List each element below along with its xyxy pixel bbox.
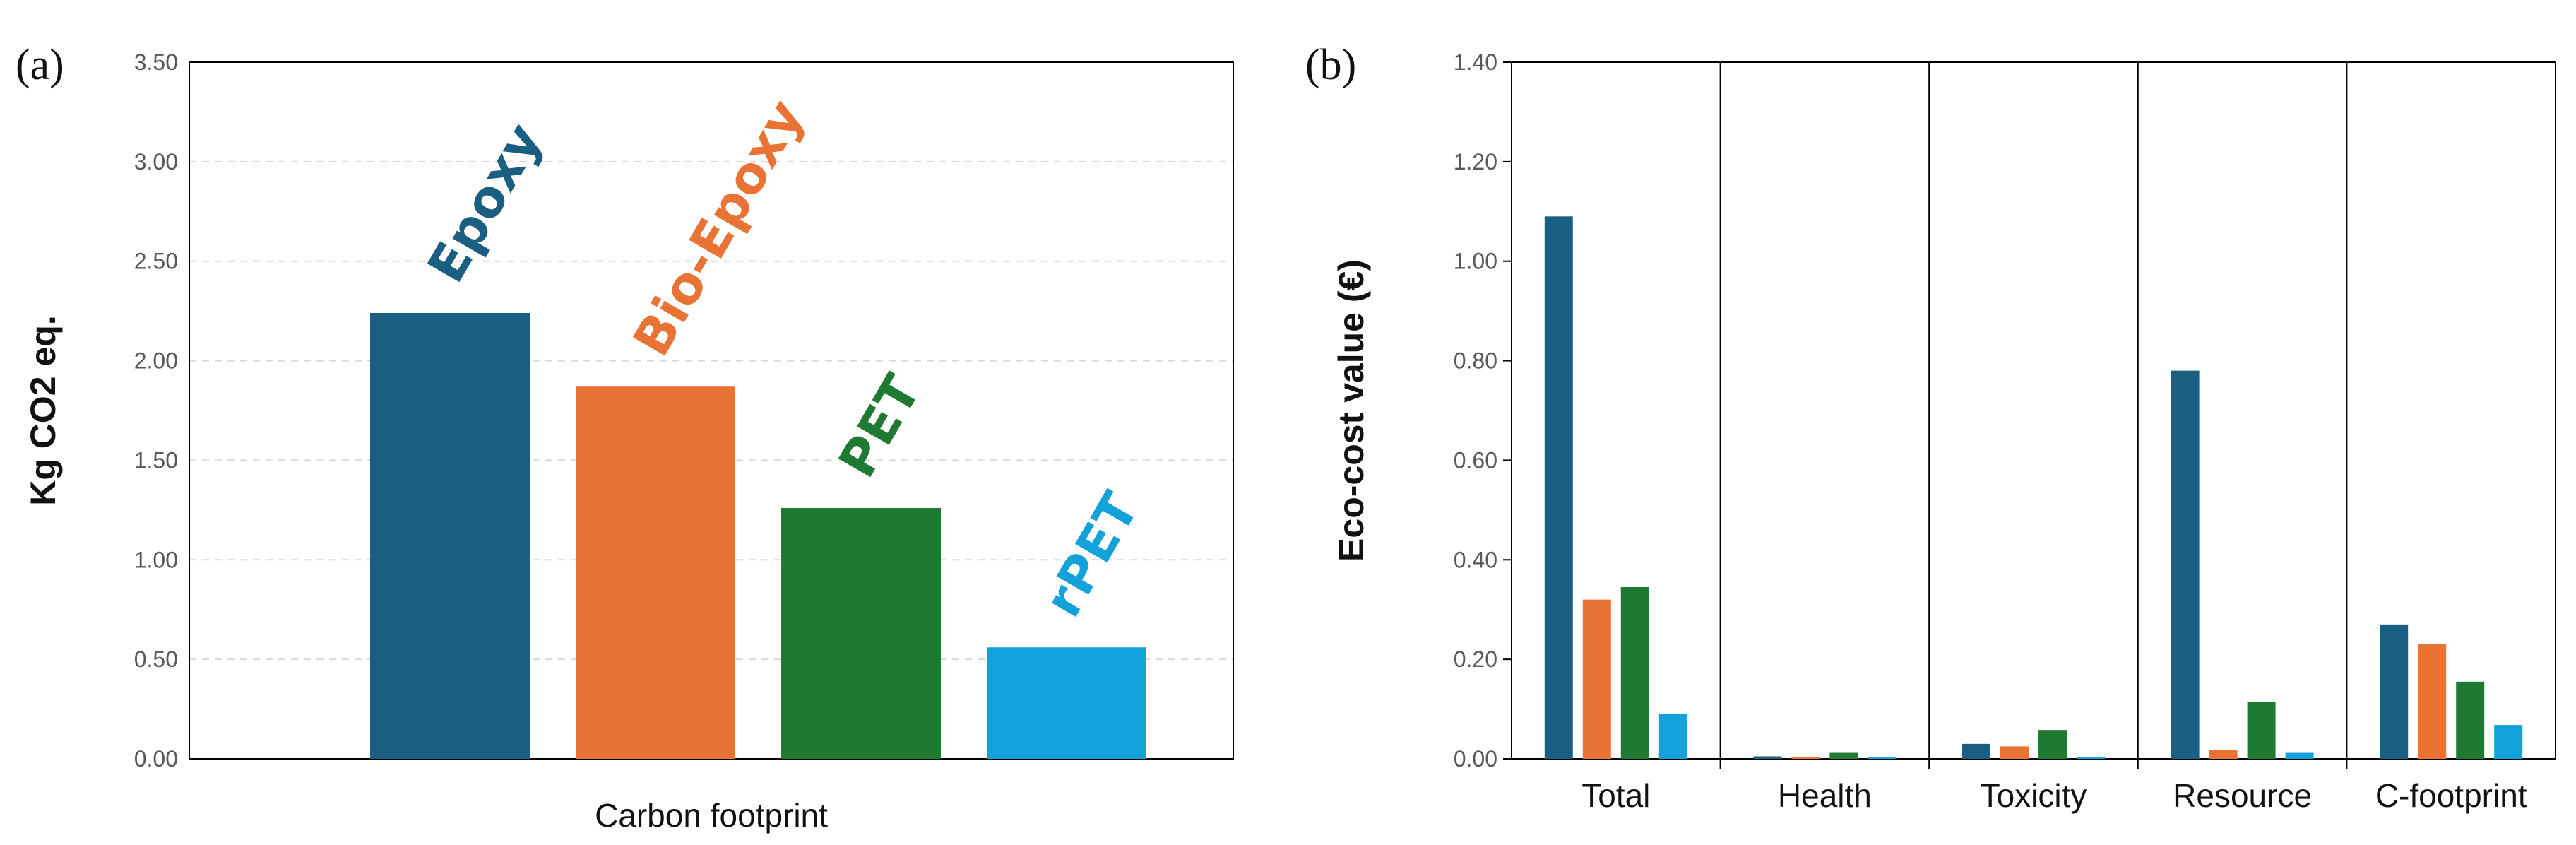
- y-axis-label-a: Kg CO2 eq.: [23, 315, 63, 505]
- y-ticks-a: 0.00 0.50 1.00 1.50 2.00 2.50 3.00 3.50: [134, 49, 178, 772]
- x-category-label: Toxicity: [1981, 777, 2087, 814]
- bar-bio-epoxy: [576, 386, 735, 759]
- y-tick-label: 0.60: [1454, 447, 1497, 473]
- x-category-label: Resource: [2173, 777, 2312, 814]
- x-category-label: Health: [1778, 777, 1872, 814]
- bar-resource-bio-epoxy: [2209, 750, 2238, 759]
- bar-c-footprint-rpet: [2494, 725, 2523, 759]
- panel-label-b: (b): [1305, 41, 1356, 89]
- bar-epoxy: [370, 312, 530, 760]
- bar-pet: [781, 508, 941, 759]
- bar-health-rpet: [1868, 757, 1897, 759]
- plot-frame-b: [1511, 61, 2556, 760]
- y-tick-label: 3.50: [134, 49, 178, 75]
- bar-c-footprint-pet: [2456, 681, 2485, 759]
- bar-toxicity-pet: [2038, 730, 2067, 759]
- bar-toxicity-bio-epoxy: [2000, 746, 2029, 759]
- bar-total-pet: [1620, 587, 1649, 759]
- y-tick-label: 1.00: [134, 547, 178, 572]
- panel-label-a: (a): [16, 41, 64, 89]
- panel-a: (a) 0.00 0.50 1.00 1.50 2.00 2.50 3.00 3.50 Epo…: [16, 41, 1234, 834]
- bar-health-pet: [1829, 752, 1858, 759]
- data-label-pet: PET: [827, 365, 932, 488]
- x-categories-b: Total Health Toxicity Resource C-footprint: [1581, 777, 2527, 814]
- y-tick-label: 1.40: [1454, 49, 1497, 75]
- y-axis-label-b: Eco-cost value (€): [1331, 259, 1371, 562]
- bar-resource-rpet: [2285, 752, 2314, 759]
- y-tick-label: 0.80: [1454, 348, 1497, 374]
- panel-b: (b) 0.00 0.20 0.40 0.60 0.80 1.00 1.20 1.40 Tot…: [1305, 41, 2556, 814]
- bar-c-footprint-bio-epoxy: [2418, 644, 2447, 759]
- bar-toxicity-rpet: [2077, 757, 2105, 759]
- bar-total-bio-epoxy: [1582, 599, 1611, 759]
- bar-health-epoxy: [1753, 756, 1782, 759]
- y-tick-label: 0.00: [1454, 746, 1497, 772]
- bar-total-rpet: [1658, 714, 1687, 759]
- x-axis-label-a: Carbon footprint: [595, 797, 828, 834]
- bar-total-epoxy: [1544, 216, 1573, 759]
- bars-b: [1544, 216, 2523, 759]
- bar-toxicity-epoxy: [1962, 743, 1990, 759]
- y-tick-label: 1.00: [1454, 249, 1497, 274]
- bar-health-bio-epoxy: [1791, 757, 1820, 759]
- y-tick-label: 0.20: [1454, 646, 1497, 672]
- data-label-epoxy: Epoxy: [416, 114, 554, 292]
- category-separators-b: [1719, 62, 2348, 769]
- y-tick-label: 0.50: [134, 646, 178, 672]
- y-tick-label: 0.40: [1454, 547, 1497, 572]
- bars-a: [370, 312, 1146, 760]
- y-tick-label: 0.00: [134, 746, 178, 772]
- y-tick-label: 2.00: [134, 348, 178, 374]
- y-tick-label: 1.50: [134, 447, 178, 473]
- data-label-bio-epoxy: Bio-Epoxy: [622, 90, 815, 366]
- data-label-rpet: rPET: [1033, 483, 1150, 627]
- x-category-label: C-footprint: [2375, 777, 2527, 814]
- y-tick-label: 1.20: [1454, 149, 1497, 175]
- bar-rpet: [987, 647, 1146, 759]
- bar-c-footprint-epoxy: [2380, 624, 2409, 759]
- y-ticks-b: 0.00 0.20 0.40 0.60 0.80 1.00 1.20 1.40: [1454, 49, 1512, 772]
- x-category-label: Total: [1581, 777, 1650, 814]
- y-tick-label: 2.50: [134, 249, 178, 274]
- bar-resource-epoxy: [2171, 370, 2200, 759]
- bar-resource-pet: [2247, 702, 2276, 759]
- y-tick-label: 3.00: [134, 149, 178, 175]
